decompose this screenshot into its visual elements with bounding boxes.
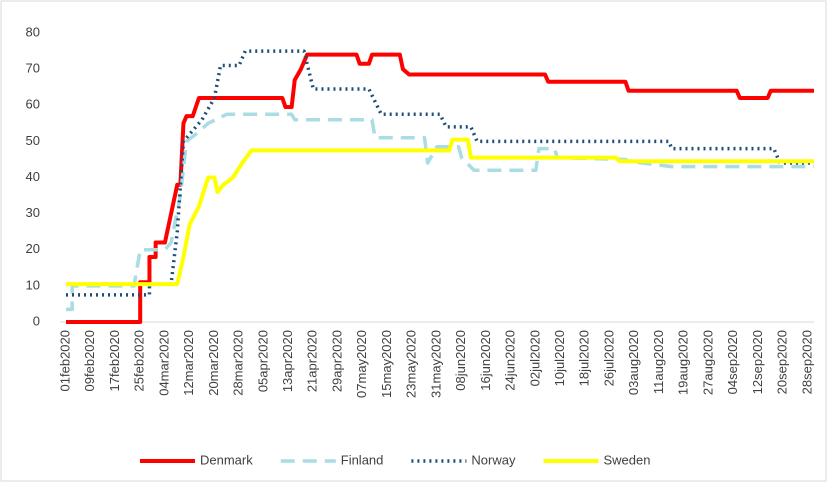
x-tick-label: 28mar2020: [231, 330, 246, 396]
x-tick-label: 16jun2020: [478, 330, 493, 391]
x-tick-label: 08jun2020: [453, 330, 468, 391]
x-tick-label: 24jun2020: [503, 330, 518, 391]
y-tick-label: 10: [26, 277, 40, 292]
x-tick-label: 23may2020: [404, 330, 419, 398]
series-line: [66, 52, 814, 324]
y-tick-label: 30: [26, 205, 40, 220]
x-tick-label: 02jul2020: [527, 330, 542, 386]
x-tick-label: 12sep2020: [750, 330, 765, 394]
x-tick-label: 04mar2020: [156, 330, 171, 396]
x-tick-label: 12mar2020: [181, 330, 196, 396]
legend-label: Denmark: [200, 452, 253, 467]
y-tick-label: 70: [26, 61, 40, 76]
y-tick-label: 0: [33, 313, 40, 328]
y-tick-label: 20: [26, 241, 40, 256]
y-tick-label: 60: [26, 97, 40, 112]
x-tick-label: 20mar2020: [206, 330, 221, 396]
x-tick-label: 25feb2020: [132, 330, 147, 391]
x-tick-label: 29apr2020: [329, 330, 344, 392]
y-tick-label: 80: [26, 24, 40, 39]
legend-label: Sweden: [603, 452, 650, 467]
x-tick-label: 28sep2020: [799, 330, 814, 394]
x-tick-label: 11aug2020: [651, 330, 666, 394]
x-tick-label: 05apr2020: [255, 330, 270, 392]
x-tick-label: 19aug2020: [676, 330, 691, 395]
x-tick-label: 09feb2020: [82, 330, 97, 391]
x-tick-label: 07may2020: [354, 330, 369, 398]
y-tick-label: 40: [26, 169, 40, 184]
x-tick-label: 18jul2020: [577, 330, 592, 386]
x-tick-label: 31may2020: [428, 330, 443, 398]
x-tick-label: 27aug2020: [700, 330, 715, 395]
x-tick-label: 21apr2020: [305, 330, 320, 392]
legend-label: Norway: [471, 452, 516, 467]
x-tick-label: 13apr2020: [280, 330, 295, 392]
x-tick-label: 20sep2020: [775, 330, 790, 394]
x-tick-label: 15may2020: [379, 330, 394, 398]
x-tick-label: 04sep2020: [725, 330, 740, 394]
series-line: [66, 112, 814, 312]
x-tick-label: 26jul2020: [601, 330, 616, 386]
series-line: [66, 49, 814, 297]
x-tick-label: 17feb2020: [107, 330, 122, 391]
legend-label: Finland: [341, 452, 384, 467]
series-line: [66, 137, 814, 287]
x-tick-label: 10jul2020: [552, 330, 567, 386]
y-tick-label: 50: [26, 133, 40, 148]
x-tick-label: 01feb2020: [57, 330, 72, 391]
x-tick-label: 03aug2020: [626, 330, 641, 395]
